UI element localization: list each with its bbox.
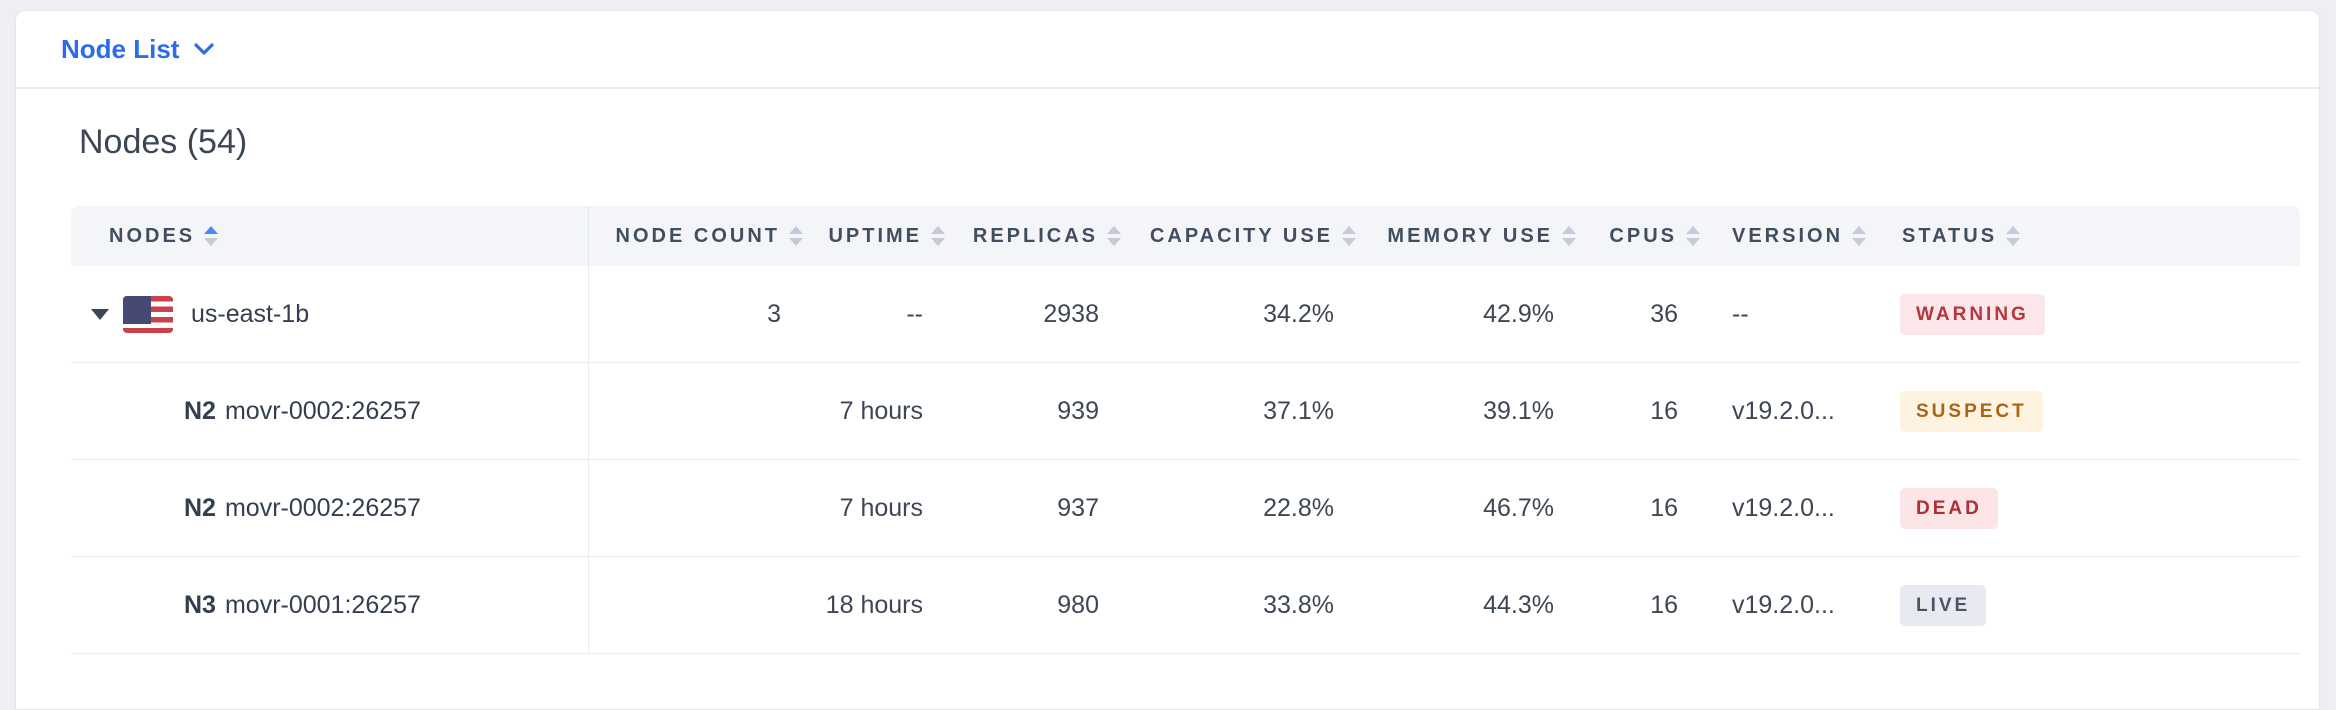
uptime-cell: --	[906, 299, 923, 328]
table-row[interactable]: us-east-1b 3 -- 2938 34.2% 42.9% 36 -- W…	[71, 266, 2300, 363]
replicas-cell: 980	[1057, 590, 1099, 619]
nodes-cell: us-east-1b	[71, 266, 589, 362]
capacity-use-cell: 33.8%	[1263, 590, 1334, 619]
status-badge: DEAD	[1900, 487, 1998, 529]
replicas-cell: 939	[1057, 396, 1099, 425]
sort-icon	[931, 226, 945, 246]
sort-icon	[1686, 226, 1700, 246]
nodes-table: NODES NODE COUNT UPTIME REPLICAS CAPACIT…	[71, 206, 2300, 654]
column-header-replicas[interactable]: REPLICAS	[945, 206, 1121, 266]
sort-icon	[1107, 226, 1121, 246]
node-count-cell	[589, 363, 803, 459]
status-cell: LIVE	[1870, 557, 2300, 653]
status-badge: WARNING	[1900, 293, 2045, 335]
node-list-card: Node List Nodes (54) NODES NODE COUNT UP…	[15, 10, 2320, 710]
memory-use-cell: 39.1%	[1483, 396, 1554, 425]
chevron-down-icon	[194, 42, 215, 55]
version-cell: v19.2.0...	[1732, 493, 1835, 522]
node-count-cell	[589, 460, 803, 556]
sort-icon	[1342, 226, 1356, 246]
replicas-cell: 937	[1057, 493, 1099, 522]
card-content: Nodes (54) NODES NODE COUNT UPTIME REPLI…	[16, 123, 2319, 654]
capacity-use-cell: 37.1%	[1263, 396, 1334, 425]
table-body: us-east-1b 3 -- 2938 34.2% 42.9% 36 -- W…	[71, 266, 2300, 654]
column-header-version[interactable]: VERSION	[1700, 206, 1870, 266]
version-cell: --	[1732, 299, 1749, 328]
us-flag-icon	[123, 295, 173, 333]
column-header-node-count[interactable]: NODE COUNT	[589, 206, 803, 266]
uptime-cell: 7 hours	[839, 493, 923, 522]
nodes-cell: N2 movr-0002:26257	[71, 460, 589, 556]
capacity-use-cell: 34.2%	[1263, 299, 1334, 328]
cpus-cell: 16	[1650, 493, 1678, 522]
status-cell: DEAD	[1870, 460, 2300, 556]
node-name: movr-0001:26257	[224, 590, 421, 619]
column-header-cpus[interactable]: CPUS	[1576, 206, 1700, 266]
memory-use-cell: 46.7%	[1483, 493, 1554, 522]
replicas-cell: 2938	[1043, 299, 1099, 328]
table-row[interactable]: N3 movr-0001:26257 18 hours 980 33.8% 44…	[71, 557, 2300, 654]
nodes-cell: N3 movr-0001:26257	[71, 557, 589, 653]
node-name: movr-0002:26257	[224, 396, 421, 425]
capacity-use-cell: 22.8%	[1263, 493, 1334, 522]
status-cell: SUSPECT	[1870, 363, 2300, 459]
card-header: Node List	[16, 11, 2319, 89]
column-header-uptime[interactable]: UPTIME	[803, 206, 945, 266]
table-row[interactable]: N2 movr-0002:26257 7 hours 939 37.1% 39.…	[71, 363, 2300, 460]
node-count-cell	[589, 557, 803, 653]
page-title: Nodes (54)	[79, 123, 248, 161]
node-id: N2	[184, 396, 216, 425]
node-id: N2	[184, 493, 216, 522]
sort-icon	[1852, 226, 1867, 246]
cpus-cell: 36	[1650, 299, 1678, 328]
sort-icon	[2006, 226, 2021, 246]
node-count-cell: 3	[767, 299, 781, 328]
column-header-status[interactable]: STATUS	[1870, 206, 2300, 266]
cpus-cell: 16	[1650, 396, 1678, 425]
expander-icon[interactable]	[91, 308, 109, 320]
column-header-nodes[interactable]: NODES	[71, 206, 589, 266]
uptime-cell: 7 hours	[839, 396, 923, 425]
node-id: N3	[184, 590, 216, 619]
view-selector-label: Node List	[61, 33, 180, 64]
memory-use-cell: 44.3%	[1483, 590, 1554, 619]
node-name: us-east-1b	[191, 299, 310, 328]
cpus-cell: 16	[1650, 590, 1678, 619]
status-cell: WARNING	[1870, 266, 2300, 362]
table-row[interactable]: N2 movr-0002:26257 7 hours 937 22.8% 46.…	[71, 460, 2300, 557]
view-selector-dropdown[interactable]: Node List	[61, 33, 215, 65]
sort-icon	[204, 226, 219, 246]
node-name: movr-0002:26257	[224, 493, 421, 522]
column-header-capacity-use[interactable]: CAPACITY USE	[1121, 206, 1356, 266]
table-header-row: NODES NODE COUNT UPTIME REPLICAS CAPACIT…	[71, 206, 2300, 266]
sort-icon	[1562, 226, 1576, 246]
column-header-memory-use[interactable]: MEMORY USE	[1356, 206, 1576, 266]
uptime-cell: 18 hours	[825, 590, 923, 619]
status-badge: SUSPECT	[1900, 390, 2043, 432]
version-cell: v19.2.0...	[1732, 590, 1835, 619]
nodes-cell: N2 movr-0002:26257	[71, 363, 589, 459]
memory-use-cell: 42.9%	[1483, 299, 1554, 328]
sort-icon	[789, 226, 803, 246]
status-badge: LIVE	[1900, 584, 1987, 626]
version-cell: v19.2.0...	[1732, 396, 1835, 425]
